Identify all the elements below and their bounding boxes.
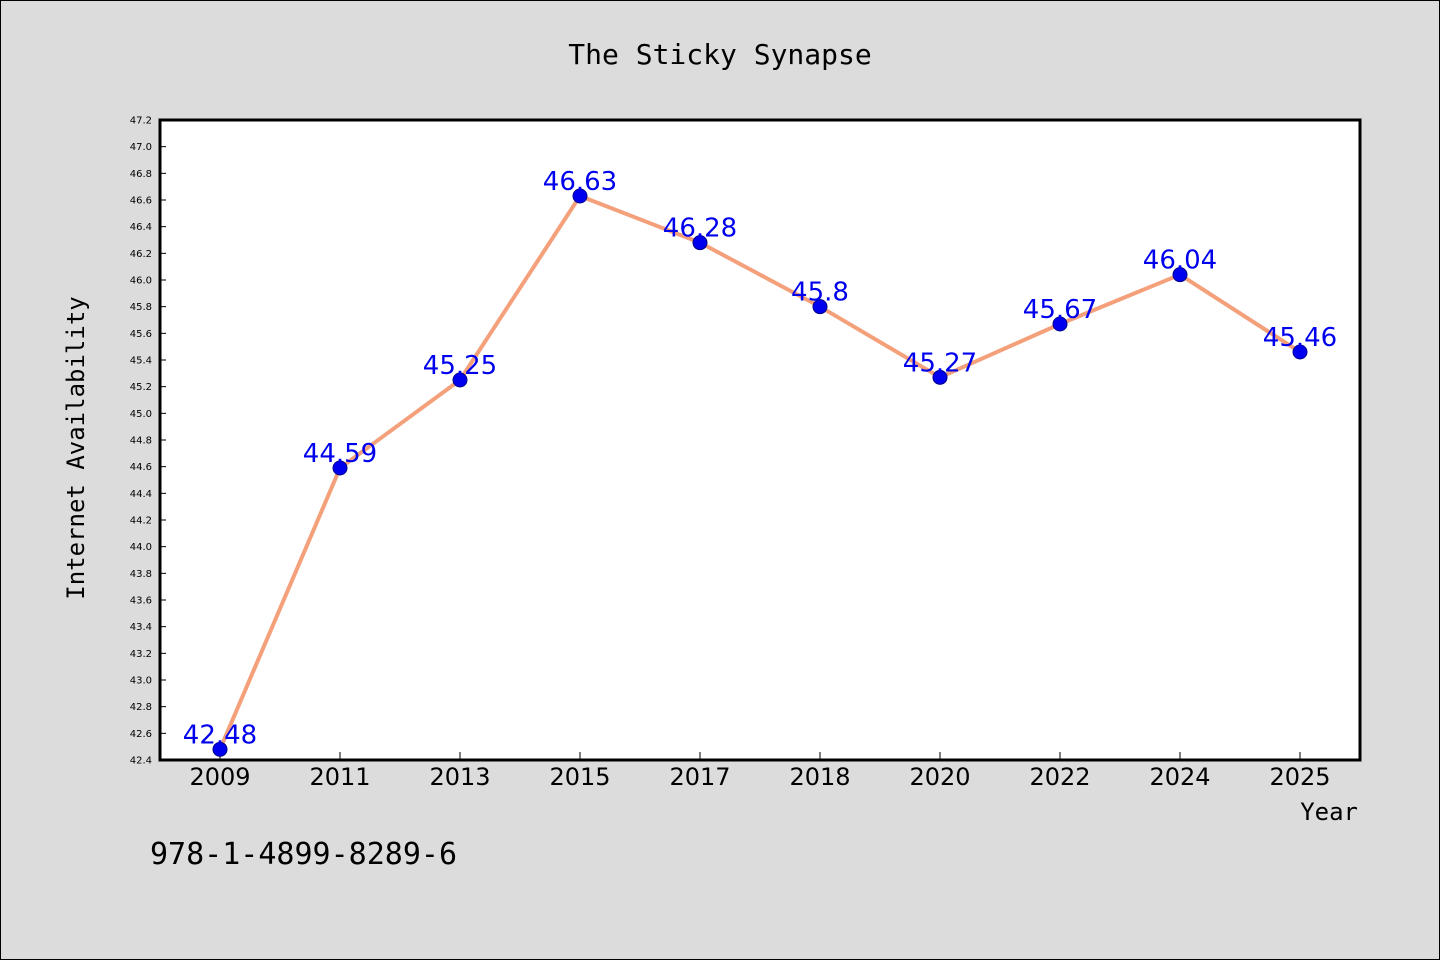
data-label: 46.04 — [1143, 246, 1217, 276]
data-point — [812, 299, 828, 315]
y-tick-label: 42.8 — [130, 702, 152, 713]
data-point — [1172, 267, 1188, 283]
y-tick-label: 44.2 — [130, 516, 152, 527]
y-tick-label: 44.4 — [130, 489, 152, 500]
y-tick-label: 43.0 — [130, 676, 152, 687]
data-label: 46.63 — [543, 167, 617, 197]
y-tick-label: 45.0 — [130, 409, 152, 420]
data-point — [1052, 316, 1068, 332]
data-label: 46.28 — [663, 214, 737, 244]
x-tick-label: 2022 — [1029, 763, 1090, 791]
y-axis-label: Internet Availability — [62, 296, 90, 599]
y-tick-label: 46.4 — [130, 222, 152, 233]
y-tick-label: 43.6 — [130, 596, 152, 607]
x-axis-ticks: 2009 2011 2013 2015 2017 2018 2020 2022 2024 2025 — [189, 752, 1331, 791]
x-tick-label: 2015 — [549, 763, 610, 791]
y-tick-label: 42.6 — [130, 729, 152, 740]
y-tick-label: 45.4 — [130, 356, 152, 367]
y-tick-label: 42.4 — [130, 756, 152, 767]
y-tick-label: 46.0 — [130, 276, 152, 287]
y-tick-label: 45.6 — [130, 329, 152, 340]
data-point — [212, 741, 228, 757]
data-point — [692, 235, 708, 251]
y-tick-label: 47.2 — [130, 116, 152, 127]
x-tick-label: 2013 — [429, 763, 490, 791]
x-tick-label: 2025 — [1269, 763, 1330, 791]
plot-border — [158, 118, 1362, 762]
data-label: 45.46 — [1263, 323, 1337, 353]
x-tick-label: 2017 — [669, 763, 730, 791]
x-axis-label: Year — [1300, 798, 1358, 826]
data-point — [572, 188, 588, 204]
y-tick-label: 46.2 — [130, 249, 152, 260]
y-tick-label: 43.8 — [130, 569, 152, 580]
data-point — [452, 372, 468, 388]
y-tick-label: 45.2 — [130, 382, 152, 393]
data-label: 45.25 — [423, 351, 497, 381]
y-tick-label: 46.6 — [130, 196, 152, 207]
series-line — [218, 194, 1302, 751]
data-label: 44.59 — [303, 439, 377, 469]
data-label: 45.8 — [791, 278, 849, 308]
chart-title: The Sticky Synapse — [568, 38, 871, 71]
y-tick-label: 47.0 — [130, 142, 152, 153]
y-tick-label: 44.6 — [130, 462, 152, 473]
data-label: 45.67 — [1023, 295, 1097, 325]
y-tick-label: 45.8 — [130, 302, 152, 313]
x-tick-label: 2024 — [1149, 763, 1210, 791]
data-point — [1292, 344, 1308, 360]
y-tick-label: 43.2 — [130, 649, 152, 660]
data-label: 42.48 — [183, 720, 257, 750]
isbn-text: 978-1-4899-8289-6 — [150, 837, 457, 872]
y-tick-label: 43.4 — [130, 622, 152, 633]
y-tick-label: 44.8 — [130, 436, 152, 447]
x-tick-label: 2011 — [309, 763, 370, 791]
y-tick-label: 44.0 — [130, 542, 152, 553]
x-tick-label: 2020 — [909, 763, 970, 791]
y-axis-ticks: 42.4 42.6 42.8 43.0 43.2 43.4 43.6 43.8 44.0 44.2… — [130, 116, 166, 767]
y-tick-label: 46.8 — [130, 169, 152, 180]
series-layer: 42.48 44.59 45.25 46.63 46.28 45.8 45.27 45.67 4… — [183, 167, 1337, 757]
data-point — [932, 369, 948, 385]
plot-area — [160, 120, 1360, 760]
data-label: 45.27 — [903, 348, 977, 378]
x-tick-label: 2009 — [189, 763, 250, 791]
data-point — [332, 460, 348, 476]
x-tick-label: 2018 — [789, 763, 850, 791]
